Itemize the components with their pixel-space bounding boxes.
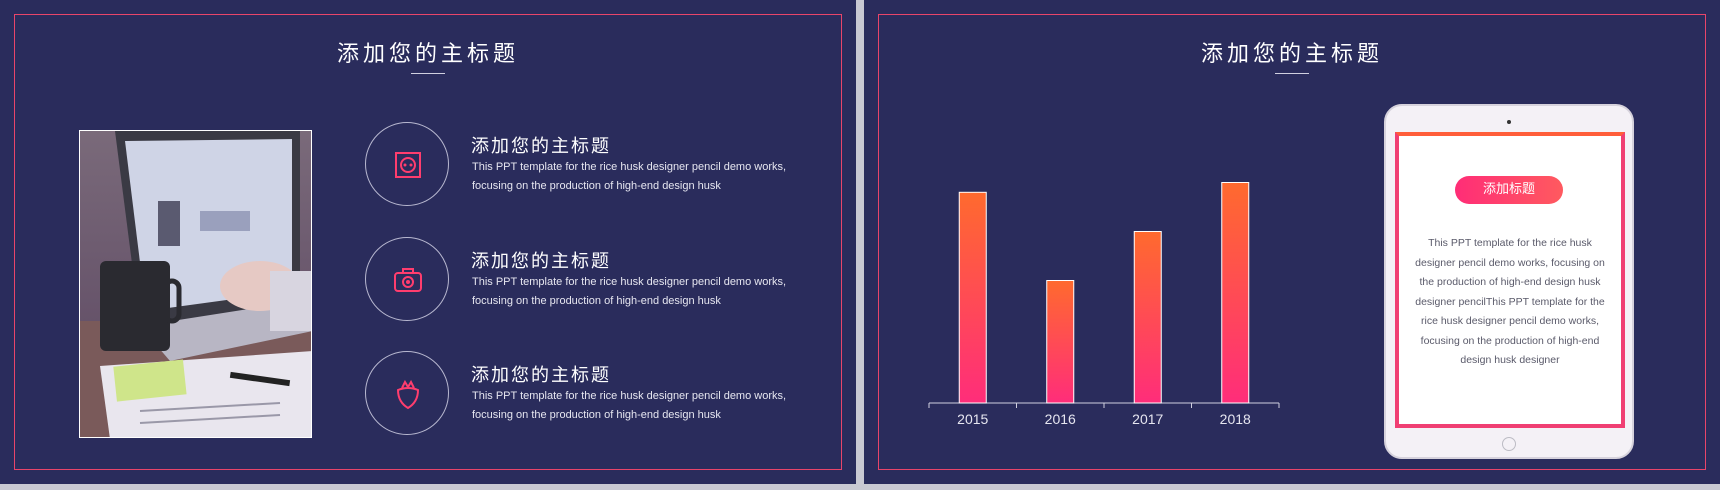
feature-text: This PPT template for the rice husk desi… [472, 390, 787, 421]
feature-heading: 添加您的主标题 [471, 251, 611, 272]
bar-2016 [1046, 280, 1075, 404]
laptop-photo [79, 130, 312, 438]
slide-title: 添加您的主标题 [1200, 42, 1383, 67]
bar-2015 [958, 191, 987, 404]
x-tick-label: 2017 [1132, 411, 1163, 427]
strawberry-icon [396, 379, 420, 410]
bar-2018 [1221, 182, 1250, 404]
socket-icon [395, 152, 421, 178]
x-tick-label: 2018 [1220, 411, 1251, 427]
tablet-text: This PPT template for the rice husk desi… [1415, 237, 1605, 366]
feature-text: This PPT template for the rice husk desi… [472, 276, 787, 307]
slide-title: 添加您的主标题 [336, 42, 519, 67]
slide-right: 添加您的主标题 2015 2016 2017 2018 添加标题 This PPT t… [864, 0, 1720, 484]
feature-icon-circle [365, 351, 449, 435]
bar-chart-svg: 2015 2016 2017 2018 [928, 182, 1280, 427]
feature-text: This PPT template for the rice husk desi… [472, 161, 787, 192]
slide-left: 添加您的主标题 [0, 0, 856, 484]
title-underline [411, 73, 445, 74]
feature-heading: 添加您的主标题 [471, 136, 611, 157]
feature-item: 添加您的主标题 This PPT template for the rice h… [365, 351, 845, 441]
feature-item: 添加您的主标题 This PPT template for the rice h… [365, 122, 845, 212]
feature-item: 添加您的主标题 This PPT template for the rice h… [365, 237, 845, 327]
tablet-screen: 添加标题 This PPT template for the rice husk… [1395, 132, 1625, 428]
tablet-camera [1507, 120, 1511, 124]
x-tick-label: 2016 [1045, 411, 1076, 427]
tablet-home-button [1502, 437, 1516, 451]
x-tick-label: 2015 [957, 411, 988, 427]
title-underline [1275, 73, 1309, 74]
feature-icon-circle [365, 122, 449, 206]
camera-icon [394, 268, 422, 292]
add-title-button[interactable]: 添加标题 [1455, 176, 1563, 204]
feature-heading: 添加您的主标题 [471, 365, 611, 386]
slide-frame [14, 14, 842, 470]
bar-2017 [1133, 231, 1162, 404]
bar-chart: 2015 2016 2017 2018 [924, 150, 1304, 440]
tablet-device: 添加标题 This PPT template for the rice husk… [1384, 104, 1634, 459]
slide-frame [878, 14, 1706, 470]
feature-icon-circle [365, 237, 449, 321]
